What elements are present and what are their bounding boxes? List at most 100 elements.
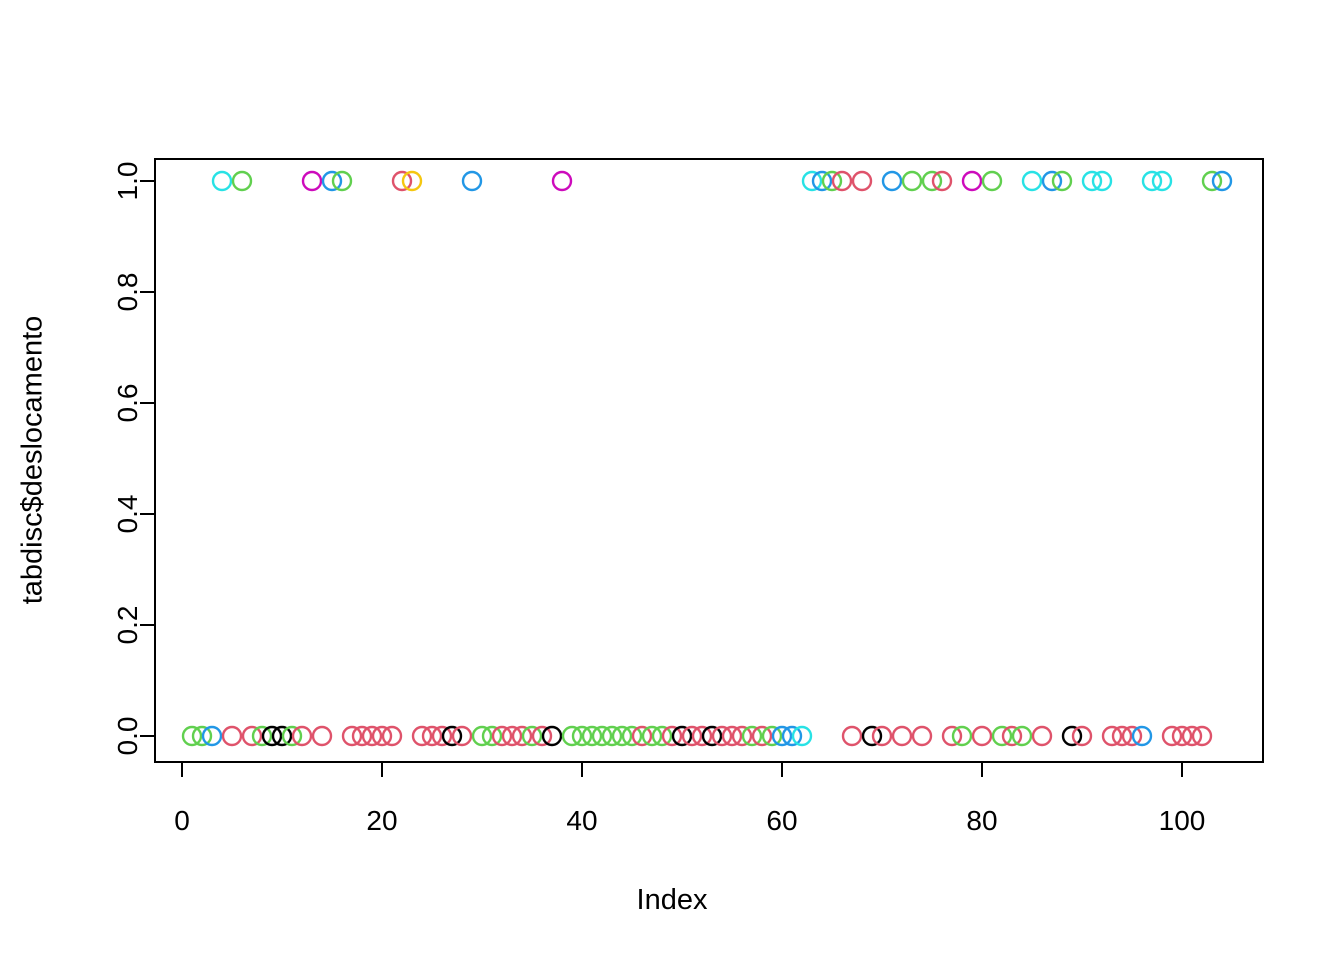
data-point [1041,170,1063,192]
data-point [891,725,913,747]
data-point [821,170,843,192]
data-point [1101,725,1123,747]
data-point [391,170,413,192]
data-point [911,725,933,747]
data-point [241,725,263,747]
data-point [1191,725,1213,747]
data-point [291,725,313,747]
data-point [961,170,983,192]
data-point [1061,725,1083,747]
data-point [1161,725,1183,747]
x-tick-label: 0 [174,805,190,836]
data-point [771,725,793,747]
data-point [1141,170,1163,192]
data-point [1011,725,1033,747]
data-point [731,725,753,747]
data-point [931,170,953,192]
data-point [1121,725,1143,747]
plot-border [154,158,1264,763]
y-axis: 0.0 0.2 0.4 0.6 0.8 1.0 [112,162,155,756]
data-point [431,725,453,747]
data-point [581,725,603,747]
data-point [1071,725,1093,747]
data-point [461,170,483,192]
y-tick-label: 0.0 [112,717,143,756]
y-tick-label: 0.2 [112,606,143,645]
data-point [951,725,973,747]
y-tick-label: 0.8 [112,273,143,312]
data-point [791,725,813,747]
x-tick-label: 100 [1159,805,1206,836]
data-point [611,725,633,747]
data-point [201,725,223,747]
data-point [701,725,723,747]
data-point [321,170,343,192]
data-point [871,725,893,747]
data-point [341,725,363,747]
data-point [881,170,903,192]
data-point [691,725,713,747]
data-point [971,725,993,747]
data-point [841,725,863,747]
data-point [381,725,403,747]
data-point [811,170,833,192]
data-point [1151,170,1173,192]
data-point [261,725,283,747]
data-point [981,170,1003,192]
x-tick-label: 80 [966,805,997,836]
y-tick-label: 0.6 [112,384,143,423]
data-point [721,725,743,747]
data-point [401,170,423,192]
data-point [451,725,473,747]
data-point [371,725,393,747]
data-point [441,725,463,747]
data-point [1111,725,1133,747]
data-point [471,725,493,747]
data-point [311,725,333,747]
data-point [541,725,563,747]
data-point [1031,725,1053,747]
data-point [491,725,513,747]
data-point [901,170,923,192]
data-point [621,725,643,747]
data-point [551,170,573,192]
data-point [761,725,783,747]
y-tick-label: 1.0 [112,162,143,201]
x-axis: 0 20 40 60 80 100 [174,762,1205,836]
data-point [751,725,773,747]
data-point [331,170,353,192]
x-tick-label: 60 [766,805,797,836]
data-point [1201,170,1223,192]
data-point [511,725,533,747]
y-axis-title: tabdisc$deslocamento [16,315,49,605]
data-point [1091,170,1113,192]
y-tick-label: 0.4 [112,495,143,534]
data-point [601,725,623,747]
data-point [631,725,653,747]
data-point [231,170,253,192]
x-tick-label: 20 [366,805,397,836]
data-point [711,725,733,747]
data-point [1131,725,1153,747]
data-point [481,725,503,747]
data-point [681,725,703,747]
x-axis-title: Index [636,884,708,916]
data-point [991,725,1013,747]
data-point [351,725,373,747]
data-point [781,725,803,747]
data-point [281,725,303,747]
data-points-layer [181,170,1233,747]
data-point [411,725,433,747]
data-point [671,725,693,747]
data-point [1051,170,1073,192]
data-point [221,725,243,747]
data-point [1181,725,1203,747]
data-point [531,725,553,747]
data-point [831,170,853,192]
data-point [251,725,273,747]
data-point [1001,725,1023,747]
data-point [641,725,663,747]
data-point [1211,170,1233,192]
